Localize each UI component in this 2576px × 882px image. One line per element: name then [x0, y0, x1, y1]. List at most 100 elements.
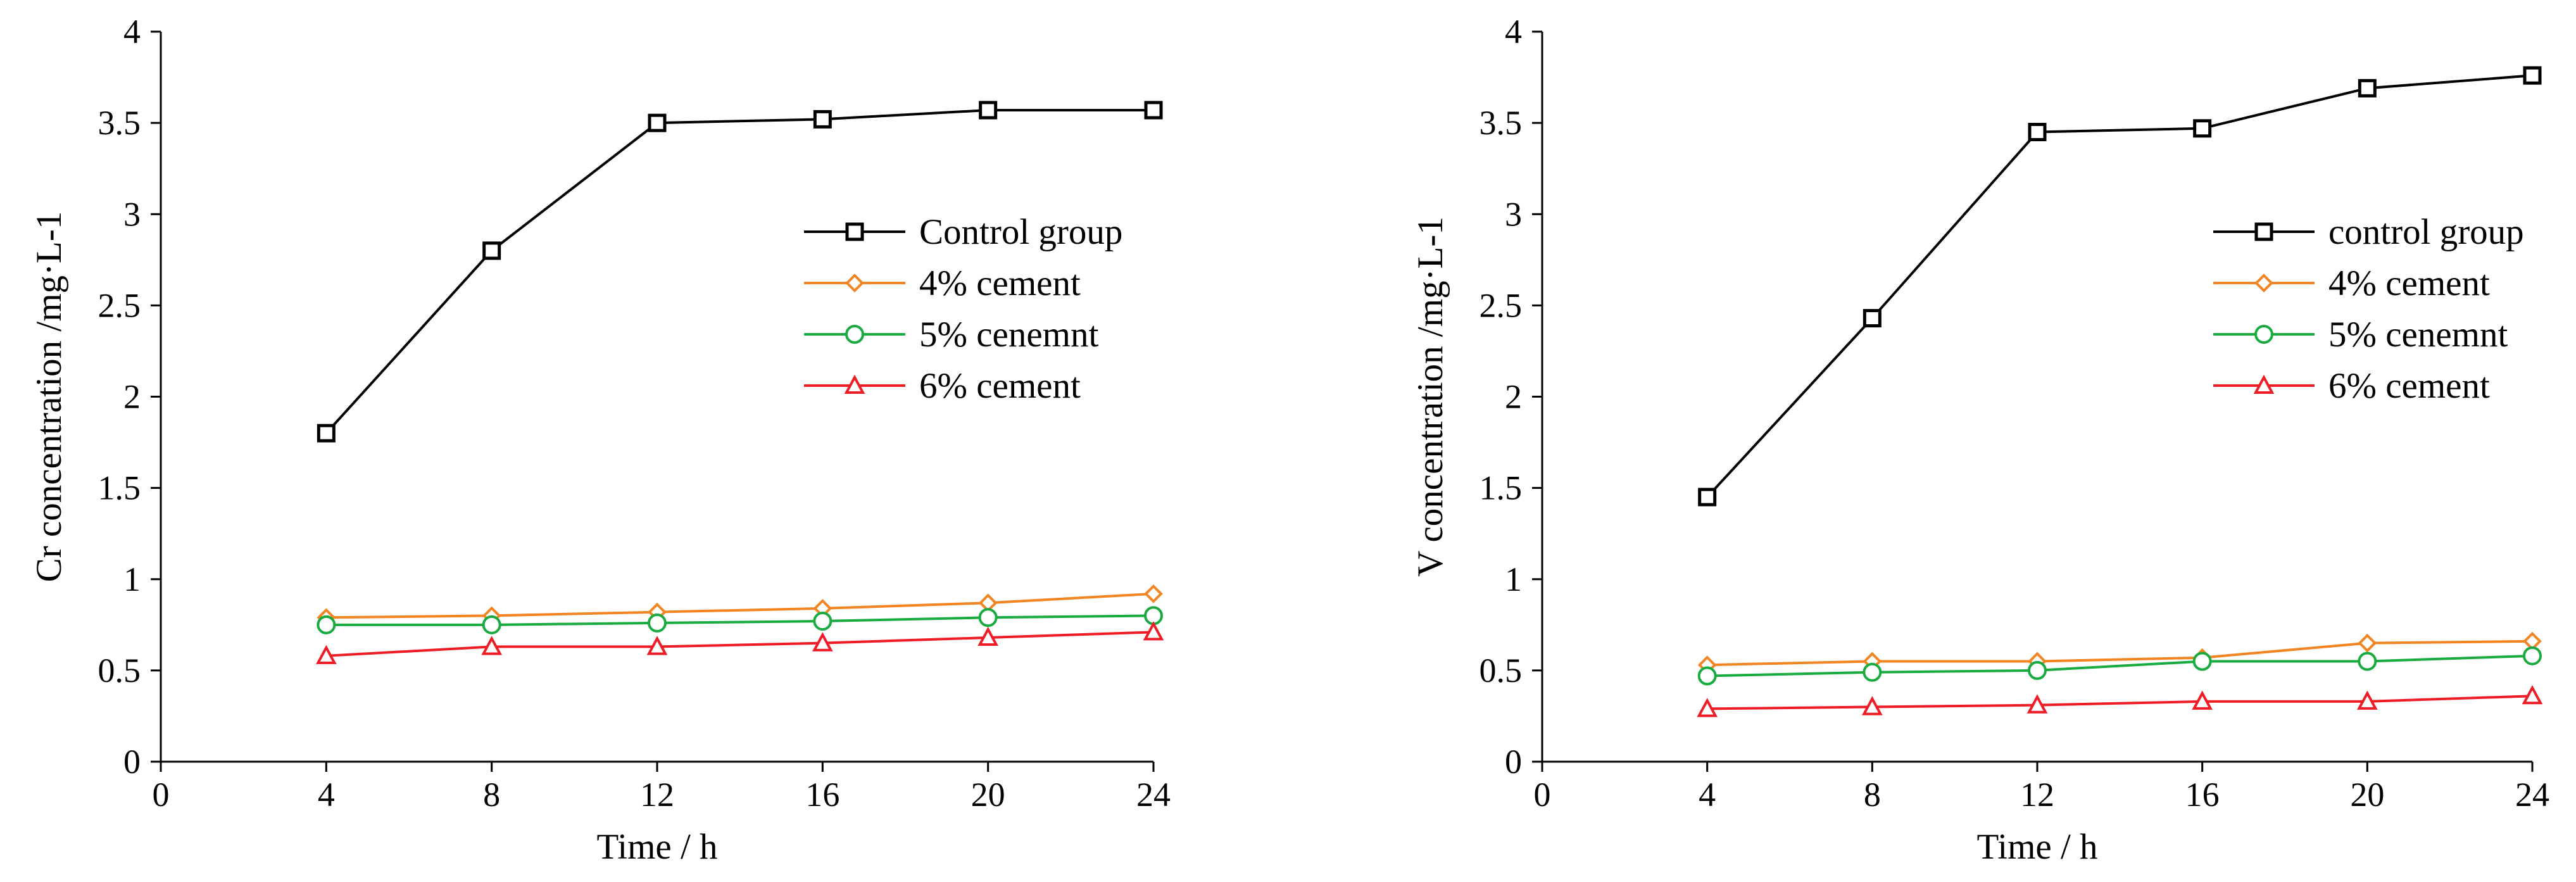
data-point	[2358, 652, 2377, 671]
data-point	[812, 632, 833, 652]
data-point	[2523, 646, 2542, 665]
data-point	[813, 110, 832, 129]
v-concentration-chart: 0 0.5 1 1.5 2 2.5 3 3.5 4 0 4 8 12 16 20 24 Time / h V co…	[1411, 13, 2549, 867]
data-point	[1863, 662, 1882, 682]
data-point	[2192, 690, 2213, 710]
legend-entry: 4% cement	[2213, 263, 2490, 303]
data-point	[1863, 309, 1882, 328]
data-point	[482, 241, 501, 260]
data-point	[978, 608, 998, 627]
data-point	[646, 636, 668, 655]
x-tick-label: 8	[483, 776, 500, 814]
x-tick-label: 8	[1864, 776, 1881, 814]
legend-entry: 5% cenemnt	[804, 315, 1098, 355]
legend-label: 6% cement	[919, 366, 1081, 406]
data-point	[481, 636, 503, 655]
series-line	[326, 592, 1154, 619]
data-point	[1698, 488, 1717, 507]
y-tick-label: 2.5	[98, 286, 141, 324]
series-circle	[317, 606, 1163, 634]
legend-entry: control group	[2213, 212, 2524, 252]
data-point	[2523, 66, 2542, 85]
series-triangle	[315, 621, 1164, 664]
y-tick-label: 1	[123, 560, 141, 598]
legend-entry: 6% cement	[804, 366, 1081, 406]
legend-label: 5% cenemnt	[2328, 315, 2508, 355]
data-point	[315, 645, 337, 664]
data-point	[2028, 660, 2047, 680]
x-tick-label: 12	[640, 776, 674, 814]
x-tick-label: 0	[153, 776, 170, 814]
x-tick-label: 16	[805, 776, 839, 814]
cr-concentration-chart: 0 0.5 1 1.5 2 2.5 3 3.5 4 0 4 8 12 16 20 24 Time / h Cr c…	[29, 13, 1171, 867]
data-point	[317, 615, 336, 634]
data-point	[648, 113, 667, 132]
x-tick-label: 12	[2020, 776, 2054, 814]
legend-label: 4% cement	[2328, 263, 2490, 303]
series-line	[1707, 639, 2533, 667]
data-point	[2522, 685, 2543, 705]
y-tick-label: 4	[123, 13, 141, 51]
y-tick-label: 3.5	[1480, 104, 1523, 142]
y-tick-label: 2.5	[1480, 286, 1523, 324]
x-tick-label: 20	[2350, 776, 2384, 814]
series-triangle	[1697, 685, 2543, 717]
x-tick-label: 24	[1136, 776, 1171, 814]
x-tick-label: 0	[1534, 776, 1551, 814]
legend-entry: 6% cement	[2213, 366, 2490, 406]
data-point	[482, 615, 501, 634]
data-point	[2028, 123, 2047, 142]
legend-marker	[2254, 222, 2273, 241]
series-line	[326, 631, 1154, 657]
data-point	[979, 101, 998, 120]
data-point	[2358, 633, 2377, 653]
legend-entry: 5% cenemnt	[2213, 315, 2508, 355]
data-point	[317, 424, 336, 443]
legend-label: 5% cenemnt	[919, 315, 1098, 355]
data-point	[813, 612, 832, 631]
y-tick-label: 0	[1505, 743, 1522, 781]
y-tick-label: 0	[123, 743, 141, 781]
y-axis-label: Cr concentration /mg·L-1	[29, 211, 69, 583]
legend-entry: Control group	[804, 212, 1122, 252]
x-tick-label: 4	[1699, 776, 1716, 814]
data-point	[1144, 584, 1163, 603]
legend-entry: 4% cement	[804, 263, 1081, 303]
data-point	[1697, 698, 1718, 717]
x-axis-label: Time / h	[596, 827, 717, 867]
y-tick-label: 0.5	[1480, 652, 1523, 690]
y-tick-label: 3	[123, 195, 141, 233]
legend-marker	[845, 274, 864, 293]
series-line	[325, 108, 1153, 434]
legend-label: 4% cement	[919, 263, 1081, 303]
x-axis-label: Time / h	[1976, 827, 2097, 867]
y-tick-label: 2	[123, 378, 141, 416]
x-tick-label: 4	[318, 776, 335, 814]
data-point	[1697, 666, 1717, 686]
data-point	[1861, 696, 1883, 715]
data-point	[1143, 621, 1164, 641]
data-point	[2192, 652, 2212, 671]
y-tick-label: 3.5	[98, 104, 141, 142]
legend-marker	[2254, 274, 2273, 293]
legend-label: Control group	[919, 212, 1122, 252]
legend-marker	[844, 374, 865, 394]
data-point	[2193, 119, 2212, 138]
series-line	[1707, 654, 2533, 677]
y-tick-label: 2	[1505, 378, 1522, 416]
y-tick-label: 0.5	[98, 652, 141, 690]
legend-label: control group	[2328, 212, 2524, 252]
data-point	[648, 613, 667, 633]
y-tick-label: 1	[1505, 560, 1522, 598]
y-tick-label: 1.5	[98, 469, 141, 507]
legend-marker	[845, 222, 864, 241]
y-axis-label: V concentration /mg·L-1	[1411, 217, 1450, 577]
legend-marker	[2253, 374, 2275, 394]
legend-marker	[845, 325, 864, 344]
y-tick-label: 1.5	[1480, 469, 1523, 507]
series-diamond	[317, 584, 1163, 627]
series-line	[326, 614, 1154, 626]
legend-label: 6% cement	[2328, 366, 2490, 406]
data-point	[2356, 690, 2378, 710]
